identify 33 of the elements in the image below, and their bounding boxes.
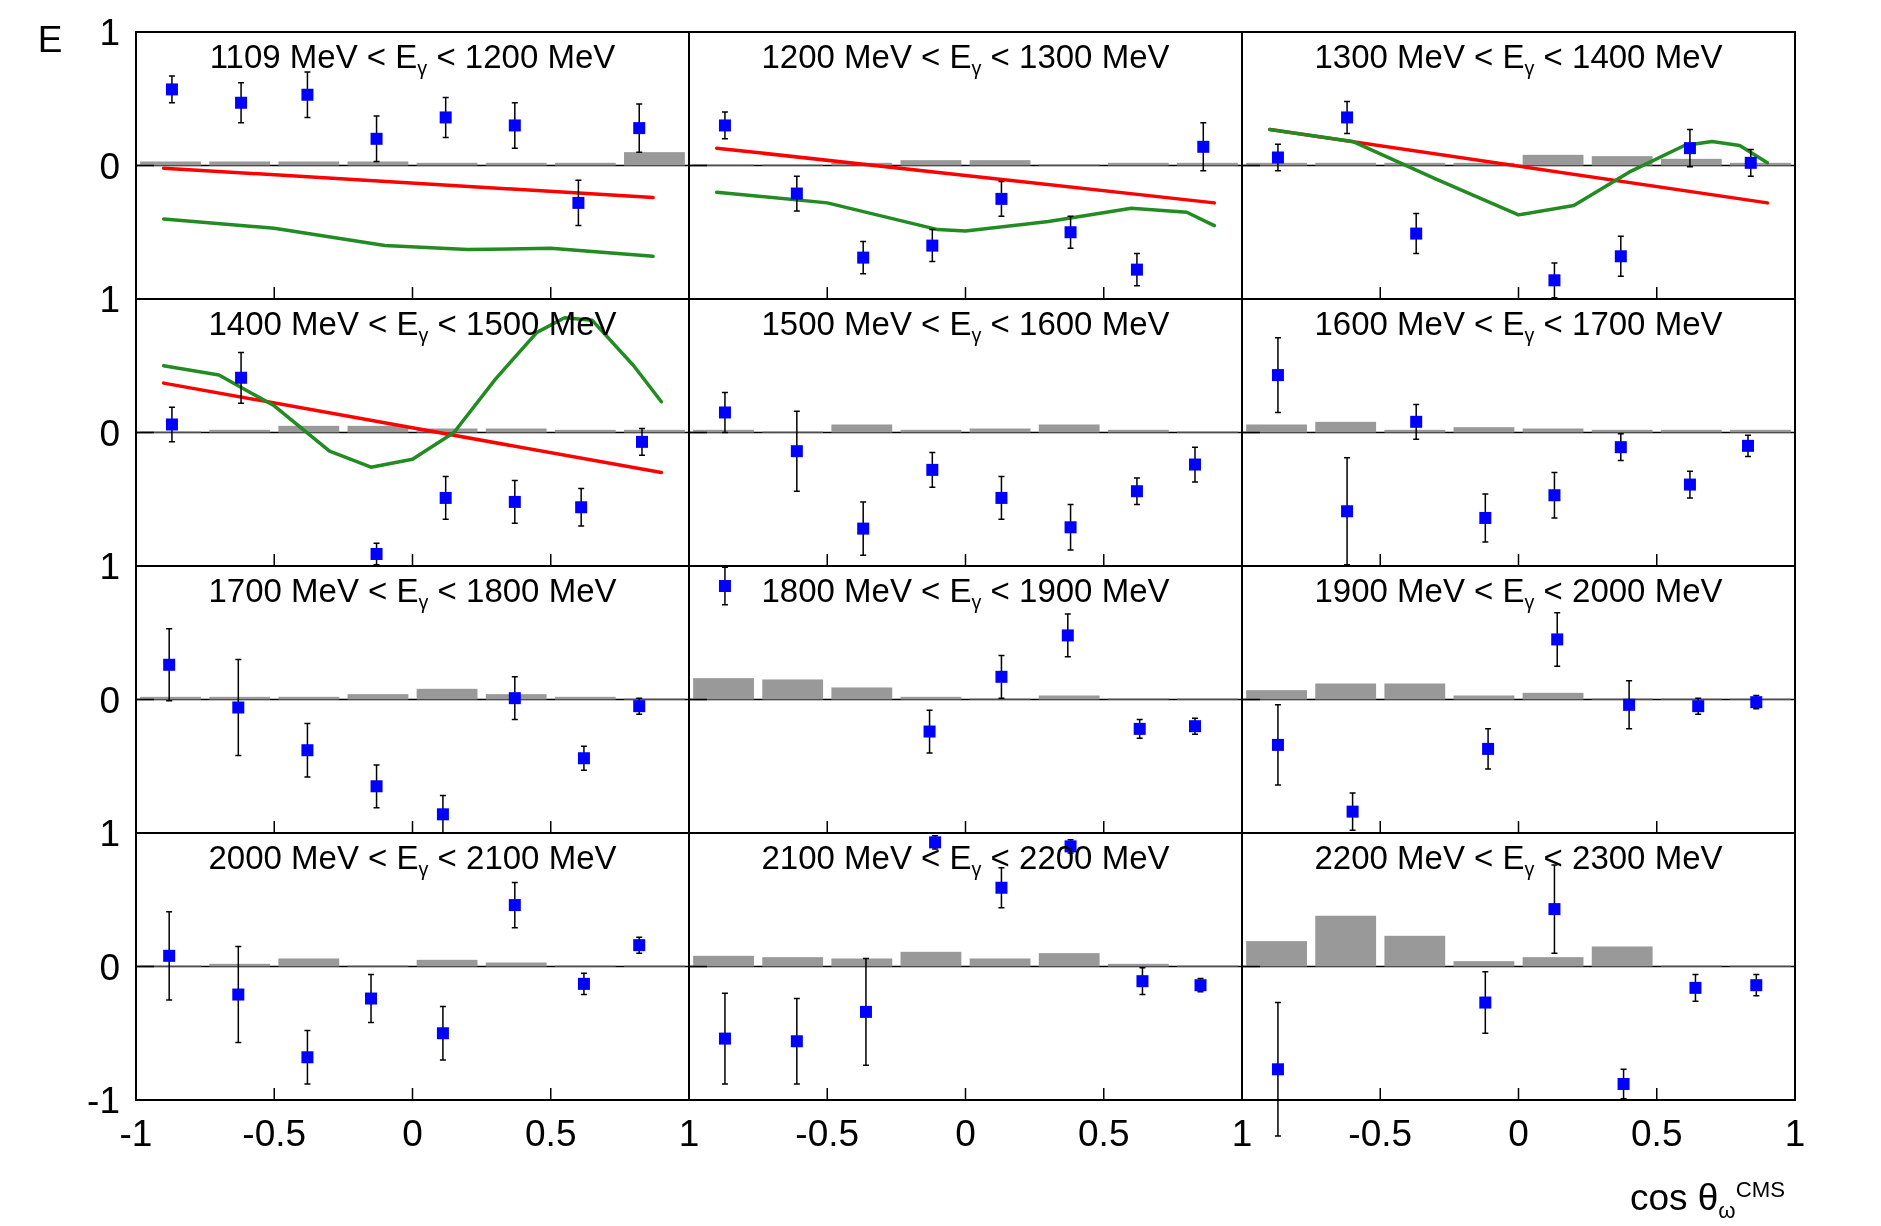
x-tick-label: -0.5	[1348, 1113, 1413, 1154]
chart-title: 1600 MeV < E$_{γ}$ < 1700 MeV	[1314, 305, 1723, 346]
x-tick-label: 0.5	[525, 1113, 577, 1154]
chart-title: 1800 MeV < E$_{γ}$ < 1900 MeV	[761, 572, 1170, 613]
chart-title: 2100 MeV < E$_{γ}$ < 2200 MeV	[761, 839, 1170, 880]
chart-title: 2000 MeV < E$_{γ}$ < 2100 MeV	[208, 839, 617, 880]
y-tick-label: 0	[99, 946, 120, 988]
x-tick-label: 1	[1784, 1113, 1806, 1154]
x-tick-label: 0.5	[1078, 1113, 1130, 1154]
y-tick-label: 1	[99, 546, 120, 587]
x-tick-label: 1	[1231, 1113, 1253, 1154]
chart-title: 1300 MeV < E$_{γ}$ < 1400 MeV	[1314, 38, 1723, 79]
chart-title: 1200 MeV < E$_{γ}$ < 1300 MeV	[761, 38, 1170, 79]
y-tick-label: 0	[99, 412, 120, 454]
y-tick-label: 0	[99, 679, 120, 721]
chart-title: 1109 MeV < E$_{γ}$ < 1200 MeV	[209, 38, 616, 79]
x-tick-label: 0	[1508, 1113, 1529, 1154]
y-tick-label: 0	[99, 145, 120, 187]
x-tick-label: 0.5	[1631, 1113, 1683, 1154]
chart-title: 2200 MeV < E$_{γ}$ < 2300 MeV	[1314, 839, 1723, 880]
chart-title: 1700 MeV < E$_{γ}$ < 1800 MeV	[208, 572, 617, 613]
x-tick-label: 0	[955, 1113, 976, 1154]
chart-title: 1900 MeV < E$_{γ}$ < 2000 MeV	[1314, 572, 1723, 613]
y-tick-label: -1	[87, 1080, 120, 1121]
x-tick-label: 0	[402, 1113, 423, 1154]
y-tick-label: 1	[99, 813, 120, 854]
x-tick-label: -0.5	[795, 1113, 860, 1154]
y-axis-title: E	[37, 19, 63, 60]
y-tick-label: 1	[99, 12, 120, 53]
chart-title: 1500 MeV < E$_{γ}$ < 1600 MeV	[761, 305, 1170, 346]
x-tick-label: -0.5	[242, 1113, 307, 1154]
x-tick-label: 1	[678, 1113, 700, 1154]
y-tick-label: 1	[99, 279, 120, 320]
